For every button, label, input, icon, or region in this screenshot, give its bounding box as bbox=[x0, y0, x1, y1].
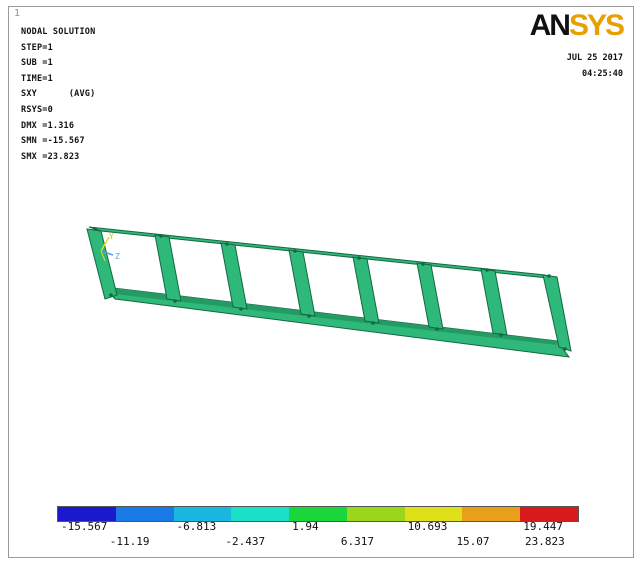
frame-model[interactable]: Y Z bbox=[9, 7, 633, 507]
info-rsys: RSYS=0 bbox=[21, 104, 53, 115]
legend-band bbox=[346, 507, 405, 521]
cross-member bbox=[288, 249, 316, 317]
info-component: SXY (AVG) bbox=[21, 89, 96, 100]
legend-label-bottom: 15.07 bbox=[456, 535, 490, 548]
legend-band bbox=[173, 507, 232, 521]
front-rail-face bbox=[105, 287, 557, 345]
right-end-member bbox=[542, 274, 572, 352]
legend-label-top: 1.94 bbox=[292, 520, 319, 533]
legend-label-top: -15.567 bbox=[61, 520, 108, 533]
coordinate-triad: Y Z bbox=[100, 232, 120, 262]
left-end-member bbox=[86, 228, 118, 300]
info-smn: SMN =-15.567 bbox=[21, 136, 85, 147]
solution-info: NODAL SOLUTION STEP=1 SUB =1 TIME=1 SXY … bbox=[21, 25, 95, 165]
cross-member bbox=[352, 256, 380, 324]
info-title: NODAL SOLUTION bbox=[21, 27, 96, 37]
time-stamp: 04:25:40 bbox=[582, 69, 623, 79]
cross-member bbox=[416, 262, 444, 330]
legend-band bbox=[115, 507, 174, 521]
info-dmx: DMX =1.316 bbox=[21, 120, 75, 131]
legend-label-bottom: 23.823 bbox=[525, 535, 565, 548]
info-smx: SMX =23.823 bbox=[21, 151, 80, 162]
legend-label-bottom: -11.19 bbox=[109, 535, 150, 548]
info-step: STEP=1 bbox=[21, 42, 53, 53]
legend-label-bottom: 6.317 bbox=[340, 535, 374, 548]
legend-label-top: 10.693 bbox=[407, 520, 448, 533]
triad-y-label: Y bbox=[109, 232, 114, 241]
legend-band bbox=[58, 507, 116, 521]
legend-label-top: 19.447 bbox=[523, 520, 563, 533]
legend-band bbox=[404, 507, 463, 521]
date-stamp: JUL 25 2017 bbox=[566, 53, 623, 63]
cross-member bbox=[220, 242, 248, 310]
legend-label-bottom: -2.437 bbox=[225, 535, 266, 548]
legend-band bbox=[289, 507, 347, 521]
cross-member bbox=[480, 268, 508, 336]
info-time: TIME=1 bbox=[21, 73, 53, 84]
cross-member bbox=[154, 234, 182, 302]
triad-z-label: Z bbox=[115, 252, 120, 261]
graphics-window[interactable]: 1 NODAL SOLUTION STEP=1 SUB =1 TIME=1 SX… bbox=[8, 6, 634, 558]
ansys-logo: ANSYS bbox=[529, 9, 625, 42]
legend-label-top: -6.813 bbox=[176, 520, 217, 533]
legend-band bbox=[520, 507, 579, 521]
info-sub: SUB =1 bbox=[21, 58, 53, 69]
legend-band bbox=[231, 507, 290, 521]
contour-legend-bar bbox=[57, 506, 579, 522]
window-number: 1 bbox=[14, 8, 21, 19]
legend-band bbox=[462, 507, 521, 521]
